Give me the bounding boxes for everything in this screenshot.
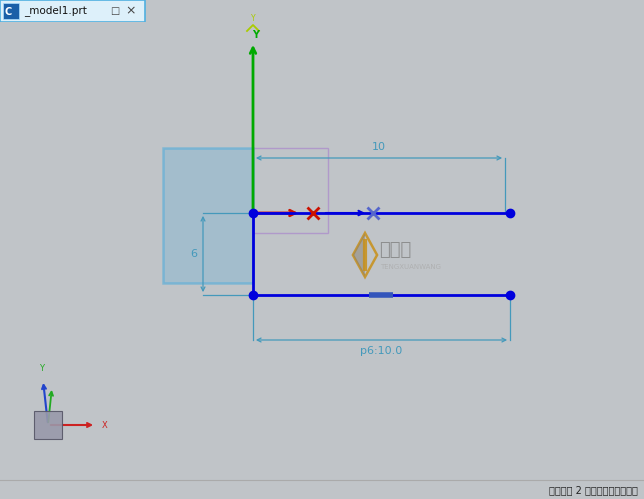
Text: Y: Y — [252, 30, 260, 40]
Polygon shape — [353, 233, 365, 277]
Bar — [3, 3, 19, 19]
Text: TENGXUANWANG: TENGXUANWANG — [380, 264, 441, 270]
Text: p6:10.0: p6:10.0 — [361, 346, 402, 356]
Text: □: □ — [110, 6, 119, 16]
Text: Y: Y — [251, 14, 255, 23]
Bar — [34, 411, 62, 439]
Text: 6: 6 — [190, 249, 197, 259]
Text: C: C — [5, 7, 12, 17]
Text: 10: 10 — [372, 142, 386, 152]
Bar — [0, 0, 145, 22]
Text: X: X — [102, 421, 108, 430]
Text: Y: Y — [39, 364, 44, 373]
Text: _model1.prt: _model1.prt — [24, 5, 87, 16]
Text: ×: × — [125, 4, 135, 17]
Bar — [163, 148, 253, 283]
Text: 草图已被 2 个自动尺寸完全约束: 草图已被 2 个自动尺寸完全约束 — [549, 486, 638, 496]
Bar — [253, 148, 328, 233]
Text: 腾轩网: 腾轩网 — [379, 241, 412, 259]
